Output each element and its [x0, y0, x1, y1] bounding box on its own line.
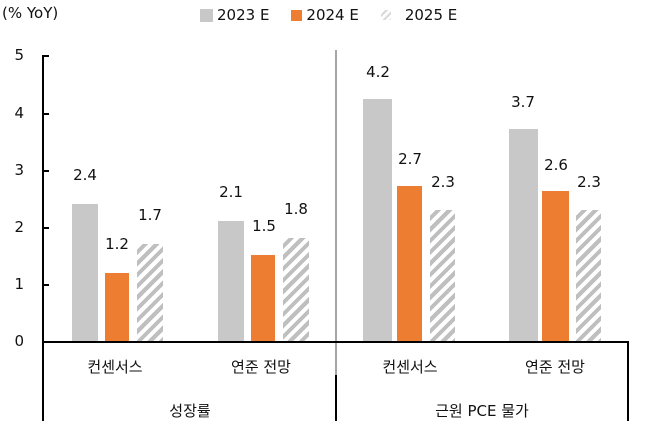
bar-2023 — [218, 221, 244, 341]
value-label: 2.3 — [431, 173, 455, 191]
value-label: 2.7 — [398, 150, 422, 168]
legend-item-2025: 2025 E — [380, 6, 458, 24]
bar-2023 — [363, 99, 392, 341]
group-divider — [335, 375, 337, 421]
group-label: 근원 PCE 물가 — [435, 402, 529, 420]
group-divider — [335, 50, 337, 375]
bar-2023 — [509, 129, 538, 341]
y-tick-label: 4 — [14, 104, 24, 122]
category-label: 컨센서스 — [87, 358, 143, 376]
value-label: 4.2 — [366, 63, 390, 81]
y-tick-label: 2 — [14, 218, 24, 236]
legend-label: 2023 E — [217, 6, 270, 24]
category-label: 연준 전망 — [525, 358, 585, 376]
y-tick — [42, 55, 49, 57]
x-axis-left-edge — [42, 341, 44, 421]
y-tick-label: 0 — [14, 332, 24, 350]
y-tick — [42, 227, 49, 229]
legend-item-2024: 2024 E — [291, 6, 359, 24]
y-tick — [42, 170, 49, 172]
bar-2025 — [430, 210, 455, 341]
y-tick — [42, 284, 49, 286]
legend-label: 2025 E — [404, 6, 458, 24]
legend: 2023 E 2024 E 2025 E — [200, 6, 457, 24]
y-tick-label: 5 — [14, 46, 24, 64]
value-label: 2.6 — [544, 156, 568, 174]
y-axis — [42, 55, 44, 421]
value-label: 2.4 — [73, 166, 97, 184]
value-label: 1.8 — [284, 200, 308, 218]
y-tick-label: 1 — [14, 275, 24, 293]
value-label: 1.2 — [105, 235, 129, 253]
value-label: 1.5 — [252, 217, 276, 235]
value-label: 3.7 — [511, 93, 535, 111]
legend-label: 2024 E — [306, 6, 359, 24]
group-label: 성장률 — [169, 402, 211, 420]
y-tick — [42, 113, 49, 115]
bar-2025 — [576, 210, 601, 341]
legend-item-2023: 2023 E — [200, 6, 269, 24]
bar-2024 — [105, 273, 129, 341]
category-label: 연준 전망 — [231, 358, 291, 376]
bar-2025 — [137, 244, 163, 341]
bar-2024 — [397, 186, 422, 341]
legend-swatch-2024 — [291, 9, 303, 21]
value-label: 2.3 — [577, 173, 601, 191]
value-label: 1.7 — [138, 206, 162, 224]
bar-2024 — [542, 191, 569, 341]
x-axis — [42, 341, 628, 343]
y-tick-label: 3 — [14, 161, 24, 179]
legend-swatch-2023 — [200, 8, 213, 22]
bar-2025 — [283, 238, 309, 341]
bar-2024 — [251, 255, 275, 341]
value-label: 2.1 — [219, 183, 243, 201]
legend-swatch-2025 — [380, 10, 391, 20]
category-label: 컨센서스 — [382, 358, 438, 376]
bar-2023 — [72, 204, 98, 341]
x-axis-right-edge — [627, 341, 629, 421]
unit-label: (% YoY) — [2, 4, 59, 22]
